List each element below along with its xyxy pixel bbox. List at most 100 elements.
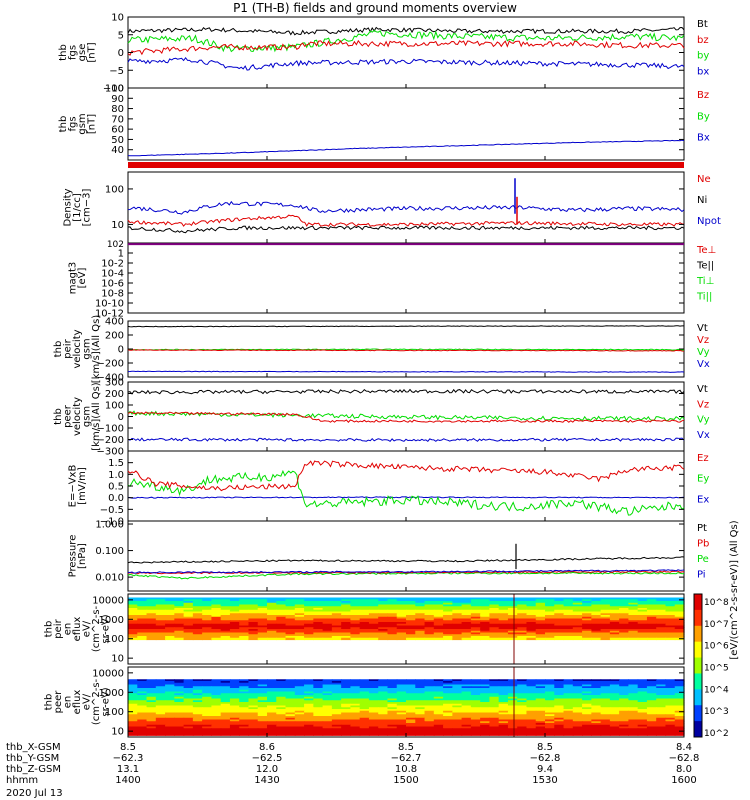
heatmap-cell <box>211 637 222 641</box>
heatmap-cell <box>619 724 629 728</box>
heatmap-cell <box>600 730 611 733</box>
heatmap-cell <box>628 726 639 729</box>
heatmap-cell <box>526 723 537 726</box>
y-tick-label: −1.0 <box>100 517 124 528</box>
heatmap-cell <box>202 719 212 722</box>
heatmap-cell <box>535 636 546 639</box>
heatmap-cell <box>498 698 509 701</box>
heatmap-cell <box>331 679 342 682</box>
heatmap-cell <box>248 599 259 602</box>
heatmap-cell <box>646 714 657 717</box>
heatmap-cell <box>229 716 240 719</box>
heatmap-cell <box>443 724 453 728</box>
heatmap-cell <box>415 632 426 635</box>
heatmap-cell <box>563 630 574 634</box>
heatmap-cell <box>443 717 453 721</box>
heatmap-cell <box>572 679 583 682</box>
heatmap-cell <box>609 627 620 630</box>
heatmap-cell <box>128 615 138 618</box>
heatmap-cell <box>582 709 592 712</box>
heatmap-cell <box>572 723 583 726</box>
heatmap-cell <box>378 629 389 632</box>
heatmap-cell <box>609 682 620 686</box>
heatmap-cell <box>248 622 259 625</box>
xaxis-value: 8.6 <box>259 742 275 753</box>
heatmap-cell <box>452 636 463 639</box>
heatmap-cell <box>248 627 259 630</box>
heatmap-cell <box>387 608 398 611</box>
heatmap-cell <box>424 688 435 691</box>
heatmap-cell <box>155 632 166 635</box>
heatmap-cell <box>322 728 333 731</box>
heatmap-cell <box>165 716 175 719</box>
heatmap-cell <box>229 632 240 635</box>
heatmap-cell <box>517 622 528 625</box>
heatmap-cell <box>248 700 259 703</box>
heatmap-cell <box>174 620 185 623</box>
heatmap-cell <box>128 625 138 628</box>
heatmap-cell <box>443 689 453 693</box>
heatmap-cell <box>257 698 268 701</box>
heatmap-cell <box>637 608 648 611</box>
heatmap-cell <box>480 717 490 721</box>
heatmap-cell <box>665 686 676 689</box>
heatmap-cell <box>600 597 611 600</box>
heatmap-cell <box>248 604 259 607</box>
xaxis-value: 1600 <box>671 775 696 786</box>
heatmap-cell <box>211 700 222 703</box>
heatmap-cell <box>600 719 611 722</box>
heatmap-cell <box>192 712 203 715</box>
heatmap-cell <box>211 726 222 729</box>
xaxis-value: −62.7 <box>391 753 422 764</box>
heatmap-cell <box>220 688 231 691</box>
heatmap-cell <box>257 712 268 715</box>
heatmap-cell <box>619 606 629 609</box>
heatmap-cell <box>174 719 185 722</box>
legend-Ez: Ez <box>697 453 709 464</box>
heatmap-cell <box>211 703 222 707</box>
heatmap-cell <box>331 604 342 607</box>
y-axis-label: eflux <box>72 690 83 715</box>
heatmap-cell <box>128 695 138 698</box>
heatmap-cell <box>183 613 194 616</box>
heatmap-cell <box>248 717 259 721</box>
heatmap-cell <box>443 632 453 635</box>
heatmap-cell <box>572 627 583 630</box>
heatmap-cell <box>591 616 602 620</box>
heatmap-cell <box>294 695 305 698</box>
heatmap-cell <box>517 709 528 712</box>
heatmap-cell <box>313 691 324 694</box>
heatmap-cell <box>461 733 472 736</box>
heatmap-cell <box>406 731 416 735</box>
heatmap-cell <box>433 691 444 694</box>
heatmap-cell <box>582 636 592 639</box>
heatmap-cell <box>582 627 592 630</box>
heatmap-cell <box>646 686 657 689</box>
heatmap-cell <box>665 712 676 715</box>
heatmap-cell <box>424 707 435 710</box>
heatmap-cell <box>294 702 305 705</box>
y-tick-label: 10000 <box>92 595 124 606</box>
panel-vel_gsm_peer: 3002001000−100−200−300thbpeervelocitygsm… <box>53 378 710 458</box>
heatmap-cell <box>267 622 277 625</box>
heatmap-cell <box>591 629 602 632</box>
heatmap-cell <box>406 604 416 607</box>
heatmap-cell <box>396 716 407 719</box>
y-tick-label: 300 <box>105 378 124 389</box>
heatmap-cell <box>433 620 444 623</box>
heatmap-cell <box>387 686 398 689</box>
heatmap-cell <box>452 691 463 694</box>
heatmap-cell <box>128 604 138 607</box>
heatmap-cell <box>461 707 472 710</box>
heatmap-cell <box>582 693 592 696</box>
heatmap-cell <box>535 681 546 684</box>
heatmap-cell <box>257 696 268 700</box>
heatmap-cell <box>452 601 463 604</box>
heatmap-cell <box>304 632 314 635</box>
heatmap-cell <box>137 601 148 604</box>
heatmap-cell <box>396 684 407 687</box>
heatmap-cell <box>545 613 555 616</box>
heatmap-cell <box>507 601 518 604</box>
heatmap-cell <box>183 698 194 701</box>
xaxis-value: 8.5 <box>537 742 553 753</box>
